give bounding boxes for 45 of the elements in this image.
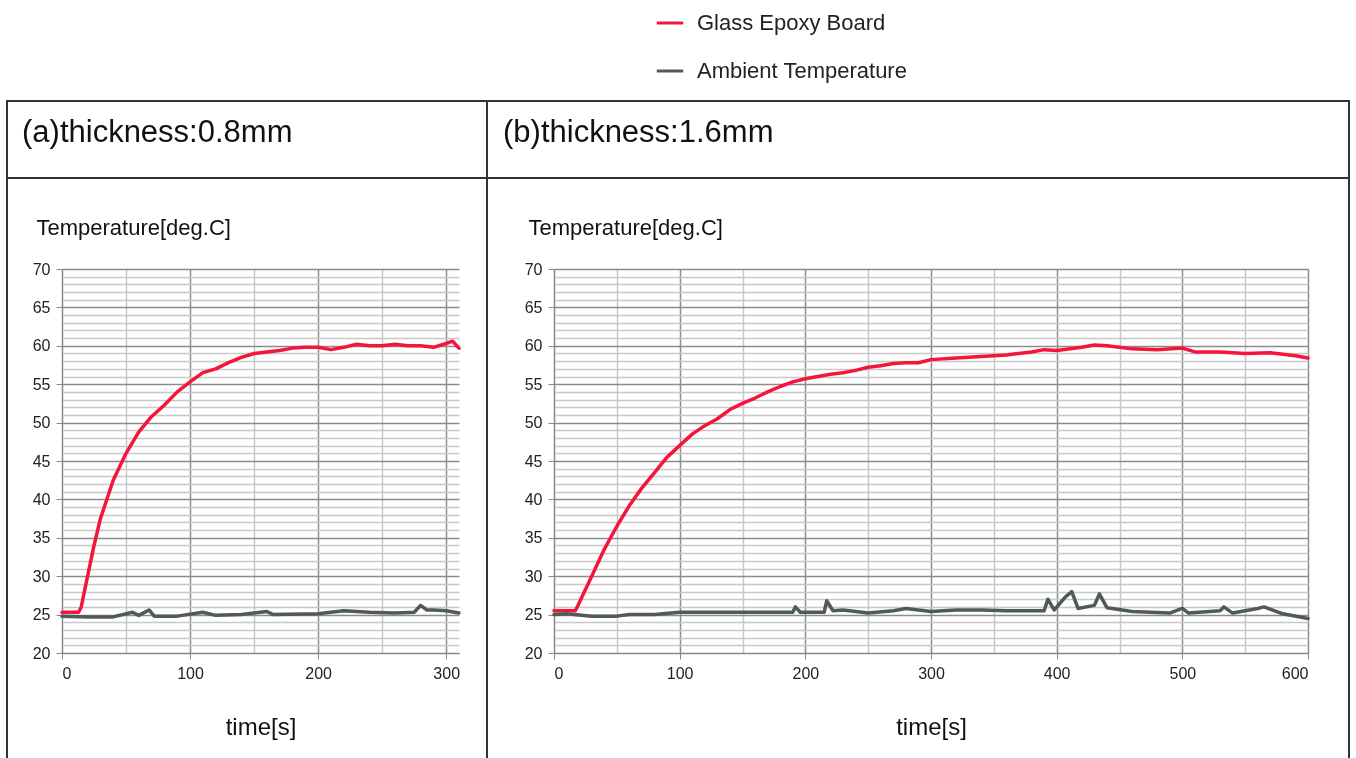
chart-title: (a)thickness:0.8mm [22,113,293,151]
y-tick-label: 40 [32,490,51,508]
chart-title: (b)thickness:1.6mm [503,113,774,151]
y-tick-label: 35 [524,529,543,547]
x-tick-label: 300 [433,664,461,682]
line-series [60,339,461,615]
x-axis-title: time[s] [896,712,967,740]
y-tick-label: 65 [524,298,543,316]
x-tick-label: 0 [62,664,72,682]
line-series [60,603,461,619]
y-tick-label: 70 [524,260,543,278]
y-tick-label: 30 [32,567,51,585]
y-tick-label: 70 [32,260,51,278]
line-series [552,589,1310,621]
y-tick-label: 20 [32,644,51,662]
y-tick-label: 55 [524,375,543,393]
x-tick-label: 600 [1281,664,1309,682]
y-tick-label: 40 [524,490,543,508]
x-tick-label: 300 [918,664,945,682]
x-tick-label: 100 [177,664,205,682]
line-series [552,343,1310,613]
y-tick-label: 25 [32,606,51,624]
x-tick-label: 200 [792,664,820,682]
y-tick-label: 65 [32,298,51,316]
x-tick-label: 200 [305,664,333,682]
x-tick-label: 0 [554,664,564,682]
x-axis-title: time[s] [225,712,297,740]
y-tick-label: 20 [524,644,543,662]
y-axis-title: Temperature[deg.C] [528,214,723,240]
y-tick-label: 45 [32,452,51,470]
legend-label: Glass Epoxy Board [697,10,886,35]
y-tick-label: 55 [32,375,51,393]
y-tick-label: 35 [32,529,51,547]
y-tick-label: 30 [524,567,543,585]
y-tick-label: 25 [524,606,543,624]
y-tick-label: 45 [524,452,543,470]
y-tick-label: 60 [32,337,51,355]
x-tick-label: 100 [666,664,694,682]
y-tick-label: 60 [524,337,543,355]
x-tick-label: 400 [1043,664,1071,682]
legend-label: Ambient Temperature [697,58,907,83]
y-tick-label: 50 [524,414,543,432]
y-axis-title: Temperature[deg.C] [36,214,231,240]
y-tick-label: 50 [32,414,51,432]
x-tick-label: 500 [1169,664,1197,682]
